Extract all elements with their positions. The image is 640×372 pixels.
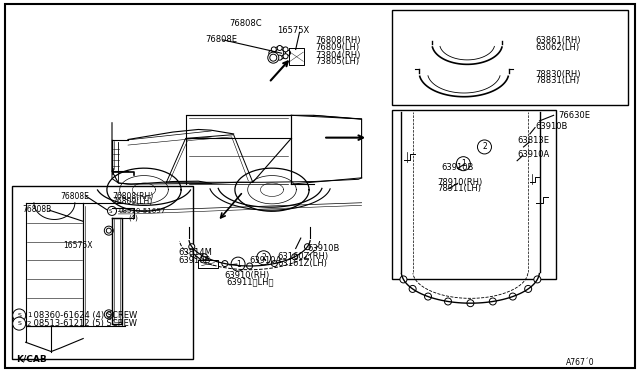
Text: 63814M: 63814M: [178, 248, 212, 257]
Text: A767´0: A767´0: [566, 358, 594, 367]
Circle shape: [271, 47, 276, 52]
Text: 1: 1: [461, 159, 466, 168]
Text: 63910B: 63910B: [178, 256, 211, 265]
Text: 2: 2: [482, 142, 487, 151]
Circle shape: [106, 228, 111, 233]
Circle shape: [270, 54, 276, 61]
Circle shape: [305, 244, 310, 250]
Circle shape: [257, 251, 271, 265]
Text: 76808C: 76808C: [229, 19, 262, 28]
Text: 73804(RH): 73804(RH): [315, 51, 360, 60]
Circle shape: [271, 54, 276, 59]
Text: 63910(RH): 63910(RH): [224, 271, 269, 280]
Circle shape: [268, 52, 279, 63]
Circle shape: [189, 244, 195, 250]
Text: 08360-61624 (4) SCREW: 08360-61624 (4) SCREW: [32, 311, 137, 320]
Circle shape: [277, 45, 282, 51]
Circle shape: [269, 50, 274, 55]
Bar: [392, 110, 556, 279]
Circle shape: [104, 310, 113, 319]
Bar: [392, 10, 628, 105]
Text: S: S: [108, 209, 112, 214]
Circle shape: [509, 293, 516, 300]
Circle shape: [477, 140, 492, 154]
Text: 76808B: 76808B: [22, 205, 52, 214]
Circle shape: [106, 312, 111, 317]
Circle shape: [490, 298, 496, 305]
Text: 76808(RH): 76808(RH): [112, 192, 153, 201]
Text: 76808(RH): 76808(RH): [315, 36, 360, 45]
Text: 63813E: 63813E: [517, 136, 549, 145]
Text: 1: 1: [27, 312, 31, 318]
Circle shape: [231, 257, 245, 271]
Text: 73805(LH): 73805(LH): [315, 57, 359, 66]
Text: 76809(LH): 76809(LH): [112, 198, 152, 206]
Text: 76808E: 76808E: [205, 35, 237, 44]
Text: 08513-61212 (5) SCREW: 08513-61212 (5) SCREW: [32, 319, 137, 328]
Text: 78831(LH): 78831(LH): [535, 76, 579, 85]
Circle shape: [534, 276, 541, 283]
Text: 78911(LH): 78911(LH): [438, 184, 482, 193]
Text: 78830(RH): 78830(RH): [535, 70, 580, 79]
Text: S: S: [17, 313, 21, 318]
Circle shape: [283, 47, 288, 52]
Text: 76630E: 76630E: [558, 111, 590, 120]
Text: 63861(RH): 63861(RH): [535, 36, 580, 45]
Circle shape: [400, 276, 407, 283]
Text: 63910A: 63910A: [517, 150, 549, 159]
Circle shape: [285, 50, 291, 55]
Circle shape: [292, 254, 298, 260]
Circle shape: [273, 46, 286, 59]
Circle shape: [277, 55, 282, 60]
Text: 16575X: 16575X: [277, 26, 309, 35]
Text: 16575X: 16575X: [63, 241, 92, 250]
Circle shape: [13, 317, 26, 330]
Circle shape: [276, 49, 284, 57]
Circle shape: [467, 300, 474, 307]
Circle shape: [104, 226, 113, 235]
Circle shape: [108, 206, 116, 215]
Text: 63910B: 63910B: [442, 163, 474, 172]
Text: 78910(RH): 78910(RH): [438, 178, 483, 187]
Text: (4): (4): [128, 214, 138, 221]
Circle shape: [445, 298, 451, 305]
Text: 63161Z(LH): 63161Z(LH): [277, 259, 327, 267]
Circle shape: [525, 285, 532, 292]
Text: S: S: [17, 321, 21, 326]
Circle shape: [456, 157, 470, 171]
Circle shape: [283, 54, 288, 59]
Circle shape: [222, 260, 228, 267]
Text: 1: 1: [236, 260, 241, 269]
Text: 2: 2: [27, 321, 31, 327]
Text: 08510-51697: 08510-51697: [118, 208, 166, 214]
Text: 63910B: 63910B: [535, 122, 568, 131]
Text: 76808E: 76808E: [61, 192, 90, 201]
Bar: [12, 186, 193, 359]
Circle shape: [271, 260, 277, 267]
Circle shape: [409, 285, 416, 292]
Text: 63160Z(RH): 63160Z(RH): [277, 252, 328, 261]
Text: 76809(LH): 76809(LH): [315, 43, 359, 52]
Text: 63062(LH): 63062(LH): [535, 43, 579, 52]
Text: 2: 2: [261, 253, 266, 262]
Circle shape: [246, 263, 253, 269]
Circle shape: [424, 293, 431, 300]
Circle shape: [13, 309, 26, 322]
Text: K/CAB: K/CAB: [16, 355, 47, 363]
Circle shape: [202, 254, 207, 260]
Text: 63910B: 63910B: [307, 244, 340, 253]
Text: 63911〈LH〉: 63911〈LH〉: [226, 277, 273, 286]
Text: 63910A: 63910A: [250, 256, 282, 265]
